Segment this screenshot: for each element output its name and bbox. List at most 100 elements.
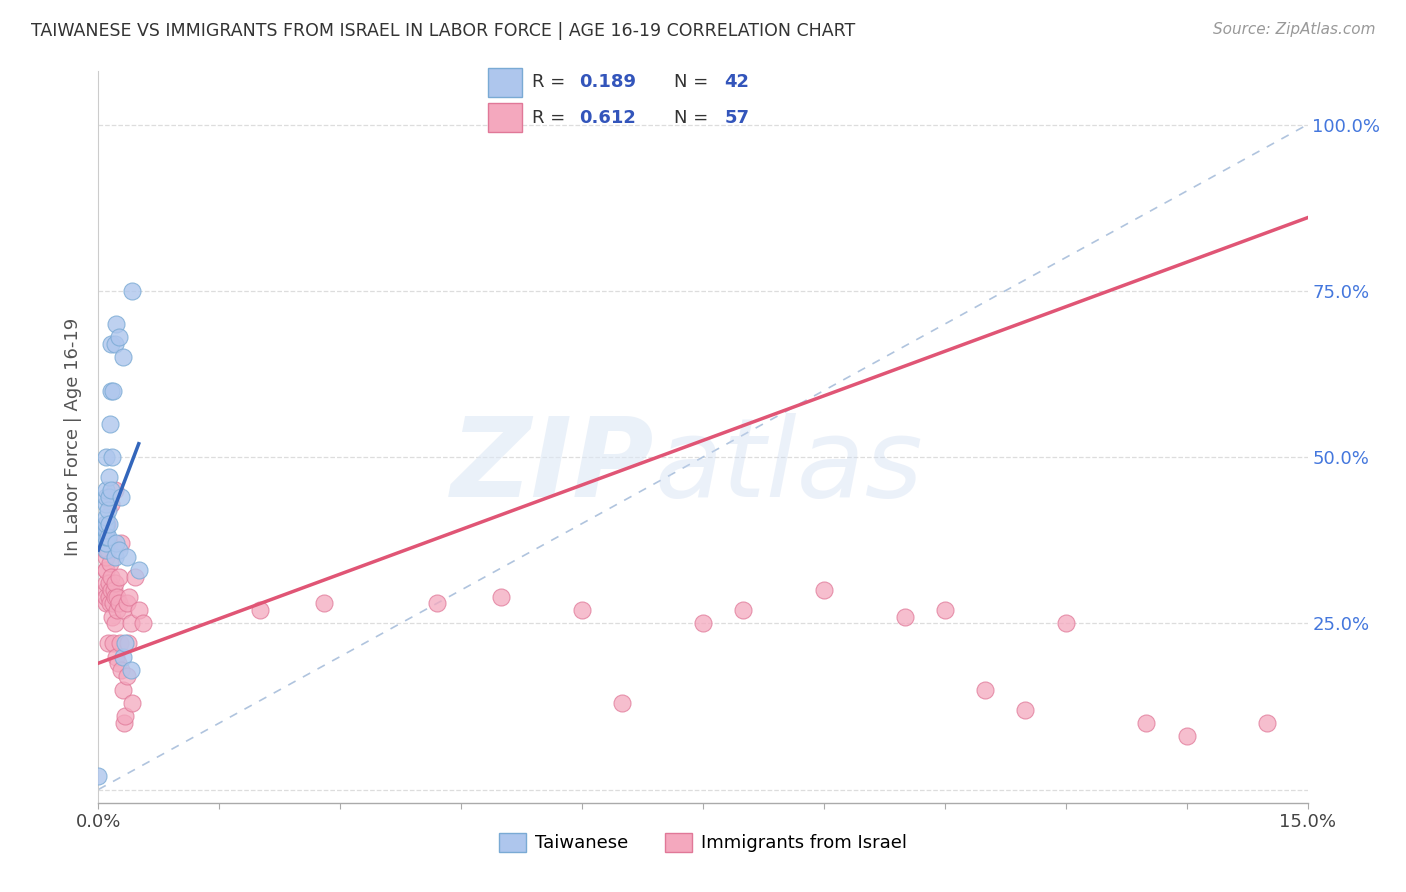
Point [97,590,120,604]
Point [934,603,956,617]
Point [893,609,915,624]
Point [121,696,143,710]
Point [110,490,132,504]
Point [97,576,120,591]
Point [94,530,117,544]
Point [96,530,118,544]
Point [103,483,125,498]
Point [128,603,150,617]
Point [94,523,117,537]
Point [111,603,134,617]
Point [98,557,121,571]
Point [101,636,124,650]
Point [97,503,120,517]
Point [101,596,124,610]
Point [103,616,125,631]
Bar [488,68,522,96]
Point [117,636,139,650]
Point [96,509,118,524]
Point [115,596,138,610]
Point [114,636,136,650]
Point [249,603,271,617]
Point [108,636,131,650]
Point [97,536,120,550]
Point [100,483,122,498]
Point [96,576,118,591]
Y-axis label: In Labor Force | Age 16-19: In Labor Force | Age 16-19 [65,318,83,557]
Point [96,516,118,531]
Point [612,696,634,710]
Point [121,284,143,298]
Point [94,582,117,597]
Point [118,590,141,604]
Point [115,549,138,564]
Point [314,596,336,610]
Point [107,656,129,670]
Point [1175,729,1198,743]
Text: Source: ZipAtlas.com: Source: ZipAtlas.com [1212,22,1375,37]
Point [101,450,124,464]
Point [103,590,125,604]
Point [128,563,150,577]
Point [97,470,120,484]
Point [94,563,117,577]
Point [110,663,132,677]
Point [96,549,118,564]
Point [87,769,110,783]
Point [114,709,136,723]
Point [96,563,118,577]
Point [96,516,118,531]
Text: ZIP: ZIP [451,413,655,520]
Point [96,483,118,498]
Point [97,636,120,650]
Bar [488,103,522,132]
Text: atlas: atlas [655,413,924,520]
Point [97,543,120,558]
Point [96,596,118,610]
Point [105,649,128,664]
Point [96,536,118,550]
Text: 42: 42 [724,73,749,91]
Point [491,590,513,604]
Point [97,516,120,531]
Point [571,603,593,617]
Point [426,596,449,610]
Point [111,649,134,664]
Point [96,543,118,558]
Text: 0.189: 0.189 [579,73,637,91]
Point [105,317,128,331]
Point [111,351,134,365]
Point [1135,716,1157,731]
Point [110,536,132,550]
Point [112,716,135,731]
Point [108,570,131,584]
Point [94,530,117,544]
Point [111,682,134,697]
Point [94,516,117,531]
Point [97,490,120,504]
Point [100,570,122,584]
Point [1054,616,1077,631]
Point [94,516,117,531]
Text: R =: R = [531,73,571,91]
Point [94,543,117,558]
Point [98,596,121,610]
Point [101,384,124,398]
Point [100,582,122,597]
Text: 0.612: 0.612 [579,109,636,127]
Text: 57: 57 [724,109,749,127]
Point [98,417,121,431]
Point [107,330,129,344]
Point [103,337,125,351]
Point [105,590,128,604]
Point [103,576,125,591]
Legend: Taiwanese, Immigrants from Israel: Taiwanese, Immigrants from Israel [492,826,914,860]
Point [974,682,997,697]
Point [115,669,138,683]
Text: N =: N = [673,109,714,127]
Point [103,582,125,597]
Point [103,549,125,564]
Point [813,582,835,597]
Point [96,590,118,604]
Point [96,523,118,537]
